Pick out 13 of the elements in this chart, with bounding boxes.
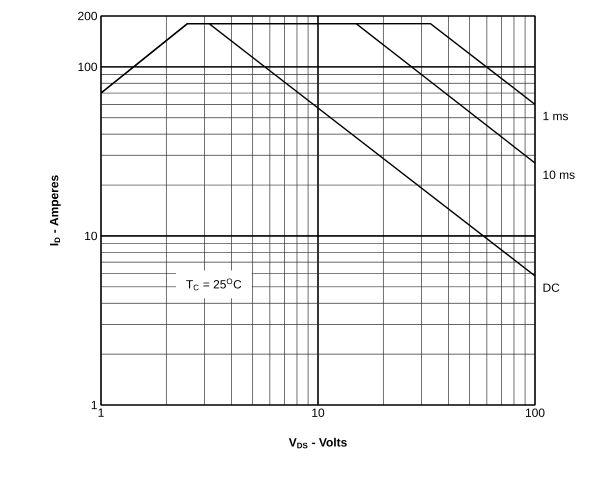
series-label: 10 ms [543, 170, 575, 179]
x-tick-label: 10 [312, 408, 324, 417]
y-tick-label: 10 [85, 232, 98, 240]
x-tick-label: 1 [98, 408, 104, 417]
series-label: 1 ms [543, 112, 568, 120]
x-tick-label: 100 [526, 408, 545, 417]
text: I$_{D}$ - Amperes [50, 175, 61, 246]
y-tick-label: 200 [78, 12, 98, 20]
text: V$_{DS}$ - Volts [288, 438, 347, 448]
series-label: DC [544, 283, 560, 292]
annotation: T$_{C}$ = 25$^{O}$C [186, 278, 242, 290]
y-tick-label: 1 [92, 400, 97, 410]
y-tick-label: 100 [78, 62, 98, 72]
